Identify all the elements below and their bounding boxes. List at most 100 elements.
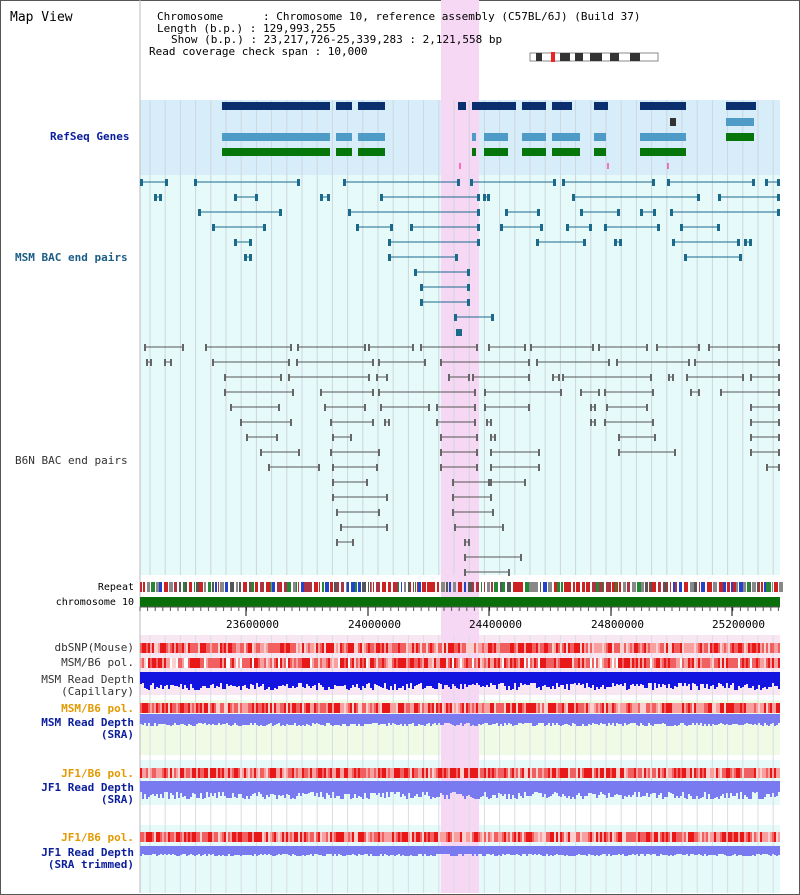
b6n-bac-end	[590, 404, 592, 411]
read-depth-bar	[712, 672, 714, 685]
polymorphism-cell	[628, 643, 630, 653]
read-depth-bar	[342, 781, 344, 799]
read-depth-bar	[214, 714, 216, 725]
polymorphism-cell	[370, 832, 372, 842]
msm-bac-end	[165, 179, 168, 186]
polymorphism-cell	[264, 658, 266, 668]
read-depth-bar	[368, 714, 370, 724]
msm-bac-end	[234, 194, 237, 201]
track-label-msm-b6-pol-2[interactable]: MSM/B6 pol.	[61, 702, 134, 715]
polymorphism-cell	[640, 643, 642, 653]
repeat-element	[337, 582, 339, 592]
read-depth-bar	[280, 781, 282, 796]
track-label-refseq[interactable]: RefSeq Genes	[50, 130, 130, 143]
read-depth-bar	[710, 672, 712, 686]
polymorphism-cell	[492, 703, 494, 713]
polymorphism-cell	[504, 658, 506, 668]
b6n-bac-end	[376, 374, 378, 381]
track-label-jf1-depth[interactable]: JF1 Read Depth	[41, 781, 134, 794]
read-depth-bar	[336, 714, 338, 725]
polymorphism-cell	[358, 768, 360, 778]
polymorphism-cell	[532, 832, 534, 842]
read-depth-bar	[394, 672, 396, 684]
polymorphism-cell	[442, 643, 444, 653]
read-depth-bar	[674, 781, 676, 798]
polymorphism-cell	[362, 643, 364, 653]
read-depth-bar	[376, 672, 378, 685]
polymorphism-cell	[604, 703, 606, 713]
read-depth-bar	[378, 781, 380, 793]
repeat-element	[413, 582, 414, 592]
track-label-msm-b6-pol[interactable]: MSM/B6 pol.	[61, 656, 134, 669]
read-depth-bar	[384, 846, 386, 854]
polymorphism-cell	[508, 658, 510, 668]
repeat-element	[398, 582, 399, 592]
b6n-bac-end	[372, 419, 374, 426]
polymorphism-cell	[534, 703, 536, 713]
polymorphism-cell	[594, 658, 596, 668]
polymorphism-cell	[344, 658, 346, 668]
read-depth-bar	[656, 781, 658, 798]
read-depth-bar	[626, 714, 628, 725]
read-depth-bar	[348, 781, 350, 794]
polymorphism-cell	[642, 703, 644, 713]
track-label-b6n-bac[interactable]: B6N BAC end pairs	[15, 454, 128, 467]
read-depth-bar	[300, 714, 302, 726]
track-label-dbsnp[interactable]: dbSNP(Mouse)	[54, 641, 134, 654]
track-label-jf1-pol-2[interactable]: JF1/B6 pol.	[61, 831, 134, 844]
track-label-msm-depth-sra[interactable]: MSM Read Depth	[41, 716, 134, 729]
polymorphism-cell	[432, 832, 434, 842]
refseq-gene	[222, 102, 330, 110]
polymorphism-cell	[266, 768, 268, 778]
read-depth-bar	[758, 781, 760, 799]
read-depth-bar	[372, 781, 374, 793]
polymorphism-cell	[724, 832, 726, 842]
polymorphism-cell	[748, 832, 750, 842]
polymorphism-cell	[424, 832, 426, 842]
polymorphism-cell	[766, 703, 768, 713]
track-label-msm-depth-capillary[interactable]: MSM Read Depth	[41, 673, 134, 686]
read-depth-bar	[714, 781, 716, 798]
read-depth-bar	[442, 846, 444, 854]
polymorphism-cell	[658, 643, 660, 653]
polymorphism-cell	[394, 643, 396, 653]
repeat-element	[540, 582, 541, 592]
repeat-element	[731, 582, 733, 592]
read-depth-bar	[482, 672, 484, 686]
polymorphism-cell	[662, 832, 664, 842]
read-depth-bar	[186, 714, 188, 726]
read-depth-bar	[450, 714, 452, 724]
read-depth-bar	[210, 846, 212, 855]
polymorphism-cell	[190, 643, 192, 653]
repeat-element	[586, 582, 590, 592]
track-label-jf1-depth-trim[interactable]: JF1 Read Depth	[41, 846, 134, 859]
read-depth-bar	[372, 672, 374, 690]
repeat-element	[255, 582, 258, 592]
polymorphism-cell	[308, 832, 310, 842]
polymorphism-cell	[454, 768, 456, 778]
read-depth-bar	[428, 846, 430, 856]
track-label-msm-bac[interactable]: MSM BAC end pairs	[15, 251, 128, 264]
read-depth-bar	[396, 846, 398, 855]
polymorphism-cell	[684, 832, 686, 842]
polymorphism-cell	[160, 768, 162, 778]
read-depth-bar	[670, 846, 672, 855]
read-depth-bar	[166, 781, 168, 792]
polymorphism-cell	[422, 643, 424, 653]
polymorphism-cell	[150, 703, 152, 713]
polymorphism-cell	[288, 643, 290, 653]
polymorphism-cell	[672, 703, 674, 713]
read-depth-bar	[590, 714, 592, 725]
msm-bac-end	[583, 239, 586, 246]
b6n-bac-end	[298, 449, 300, 456]
read-depth-bar	[164, 846, 166, 854]
track-label-jf1-pol[interactable]: JF1/B6 pol.	[61, 767, 134, 780]
polymorphism-cell	[142, 643, 144, 653]
polymorphism-cell	[254, 832, 256, 842]
polymorphism-cell	[528, 703, 530, 713]
polymorphism-cell	[466, 643, 468, 653]
msm-bac-end	[737, 239, 740, 246]
polymorphism-cell	[414, 832, 416, 842]
read-depth-bar	[172, 714, 174, 725]
